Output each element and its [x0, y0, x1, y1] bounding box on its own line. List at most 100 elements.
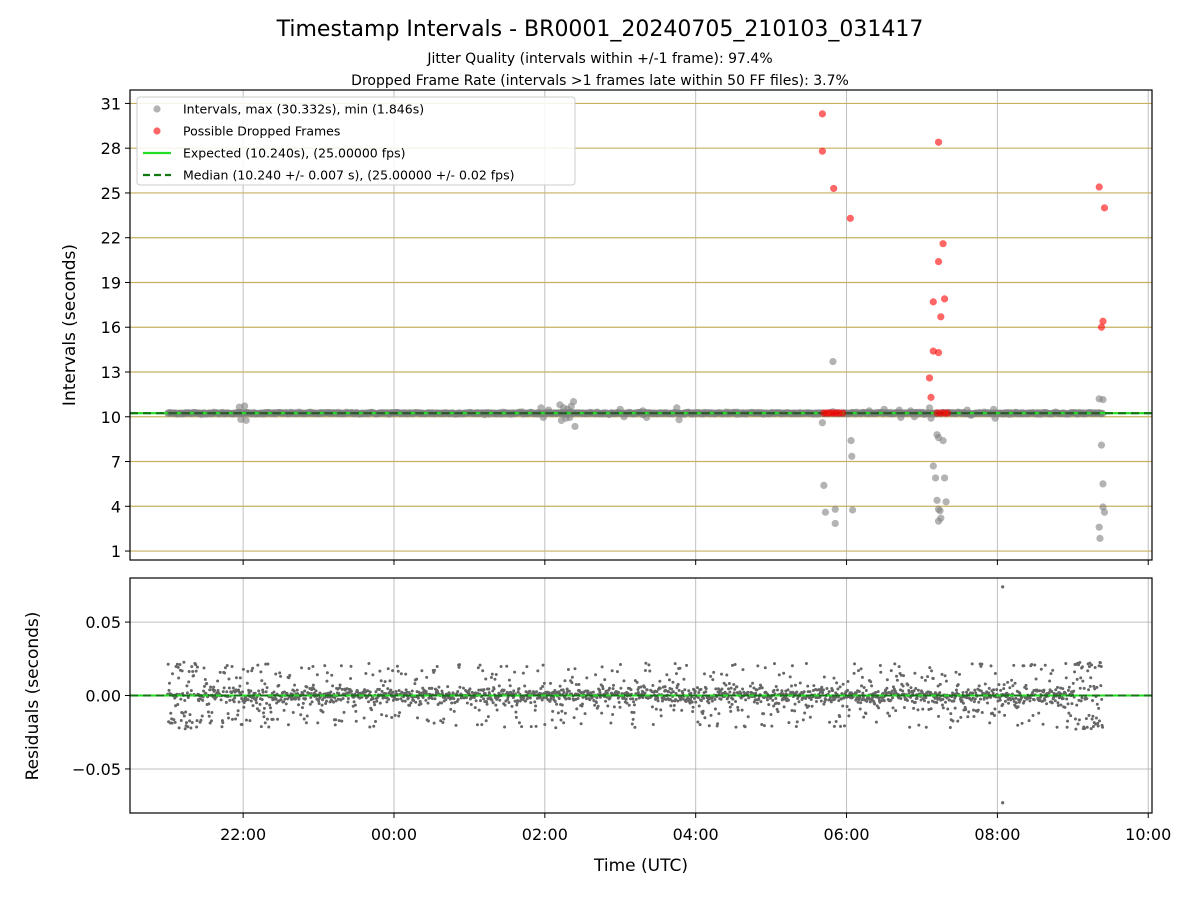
- residual-point: [707, 724, 711, 728]
- residual-point: [595, 696, 599, 700]
- residual-point: [713, 697, 717, 701]
- residual-point: [249, 699, 253, 703]
- residual-point: [864, 711, 868, 715]
- residual-point: [742, 690, 746, 694]
- interval-point: [848, 452, 856, 460]
- residual-point: [492, 687, 496, 691]
- residual-point: [861, 695, 865, 699]
- residual-point: [618, 705, 622, 709]
- residuals-xtick-label: 08:00: [974, 825, 1020, 844]
- residual-point: [597, 688, 601, 692]
- residual-point: [760, 722, 764, 726]
- residual-point: [483, 692, 487, 696]
- residual-point: [269, 706, 273, 710]
- residual-point: [202, 684, 206, 688]
- residual-point: [1101, 725, 1105, 729]
- residual-point: [772, 688, 776, 692]
- residual-point: [989, 664, 993, 668]
- residual-point: [730, 663, 734, 667]
- interval-point: [963, 406, 971, 414]
- residual-point: [489, 675, 493, 679]
- residual-point: [804, 662, 808, 666]
- residual-point: [353, 703, 357, 707]
- residual-point: [633, 725, 637, 729]
- residual-point: [1078, 660, 1082, 664]
- residual-point: [660, 699, 664, 703]
- residual-point: [410, 689, 414, 693]
- residual-point: [812, 684, 816, 688]
- residual-point: [654, 707, 658, 711]
- residual-point: [1075, 703, 1079, 707]
- residual-point: [808, 690, 812, 694]
- intervals-ytick-label: 31: [101, 94, 121, 113]
- residual-point: [394, 690, 398, 694]
- residual-point: [821, 688, 825, 692]
- interval-point: [571, 422, 579, 431]
- residual-point: [852, 671, 856, 675]
- residual-point: [1090, 717, 1094, 721]
- residual-point: [1045, 702, 1049, 706]
- residual-point: [1067, 685, 1071, 689]
- interval-point: [539, 413, 547, 422]
- interval-point: [1095, 523, 1103, 531]
- residual-point: [250, 669, 254, 673]
- residual-point: [334, 699, 338, 703]
- residual-point: [702, 672, 706, 676]
- residual-point: [846, 679, 850, 683]
- interval-point: [831, 505, 839, 513]
- residual-point: [292, 689, 296, 693]
- residual-point: [665, 673, 669, 677]
- residual-point: [832, 724, 836, 728]
- residual-point: [386, 687, 390, 691]
- residual-point: [711, 678, 715, 682]
- residual-point: [1089, 727, 1093, 731]
- residual-point: [233, 696, 237, 700]
- residual-point: [643, 685, 647, 689]
- residual-point: [368, 690, 372, 694]
- residual-point: [902, 705, 906, 709]
- residual-point: [1091, 699, 1095, 703]
- residual-point: [980, 710, 984, 714]
- residual-point: [282, 700, 286, 704]
- residual-point: [976, 708, 980, 712]
- residual-point: [430, 686, 434, 690]
- residual-point: [441, 721, 445, 725]
- residual-point: [973, 697, 977, 701]
- residual-point: [743, 725, 747, 729]
- residual-point: [541, 663, 545, 667]
- residual-point: [713, 707, 717, 711]
- residual-point: [552, 691, 556, 695]
- residual-point: [187, 680, 191, 684]
- residual-point: [859, 667, 863, 671]
- residual-point: [858, 707, 862, 711]
- residual-point: [877, 706, 881, 710]
- residual-point: [174, 704, 178, 708]
- residual-point: [857, 689, 861, 693]
- residual-point: [714, 687, 718, 691]
- residual-outlier-point: [1001, 801, 1005, 805]
- residual-point: [593, 703, 597, 707]
- residual-point: [412, 699, 416, 703]
- residual-point: [563, 679, 567, 683]
- residual-point: [995, 688, 999, 692]
- residual-point: [917, 723, 921, 727]
- residual-point: [696, 720, 700, 724]
- residual-point: [420, 669, 424, 673]
- residual-point: [424, 698, 428, 702]
- residual-point: [324, 702, 328, 706]
- residual-point: [835, 681, 839, 685]
- dropped-frame-point: [939, 240, 947, 248]
- residual-point: [659, 714, 663, 718]
- residual-point: [426, 719, 430, 723]
- residual-point: [400, 690, 404, 694]
- residual-point: [218, 670, 222, 674]
- residual-point: [959, 715, 963, 719]
- residual-point: [171, 672, 175, 676]
- residual-point: [236, 713, 240, 717]
- residual-point: [874, 691, 878, 695]
- residual-point: [622, 679, 626, 683]
- residual-point: [1011, 697, 1015, 701]
- residual-point: [822, 675, 826, 679]
- residual-point: [427, 686, 431, 690]
- residual-point: [611, 713, 615, 717]
